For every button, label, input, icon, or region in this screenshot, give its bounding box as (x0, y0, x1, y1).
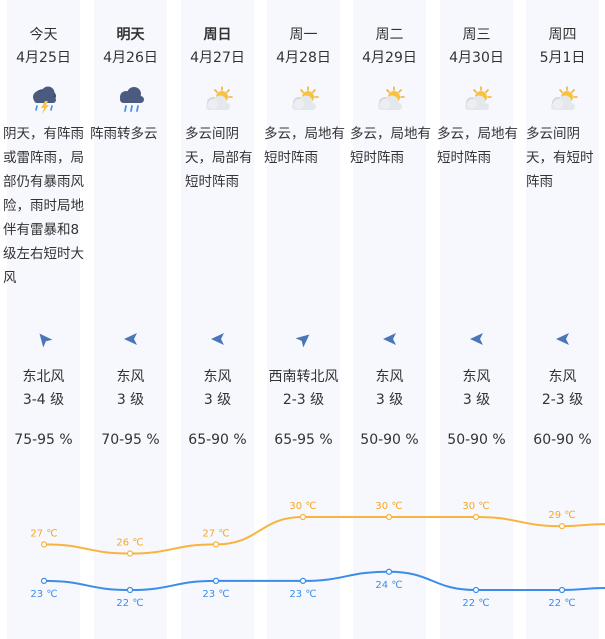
wind-direction: 东风 (203, 369, 232, 385)
low-temp-label: 22 ℃ (116, 598, 143, 609)
humidity: 60-90 % (533, 432, 592, 448)
day-label: 周三 (462, 27, 491, 43)
day-column: 周三 4月30日 多云，局地有短时阵雨 东风 3 级 50-90 % (437, 0, 518, 639)
low-temp-label: 23 ℃ (289, 589, 316, 600)
weather-description: 多云，局地有短时阵雨 (264, 126, 345, 166)
humidity: 65-90 % (188, 432, 247, 448)
high-temp-point (299, 513, 307, 521)
weather-description: 多云间阴天，有短时阵雨 (526, 126, 594, 190)
high-temp-line (43, 516, 605, 555)
low-temp-point (558, 586, 566, 594)
wind-level: 3 级 (116, 392, 145, 408)
partly-cloudy-icon (202, 84, 234, 116)
date-label: 4月28日 (276, 50, 331, 66)
day-label: 周四 (548, 27, 577, 43)
high-temp-point (212, 541, 220, 548)
high-temp-label: 27 ℃ (30, 528, 57, 539)
high-temp-label: 29 ℃ (548, 510, 575, 521)
high-temp-label: 30 ℃ (289, 501, 316, 512)
humidity: 65-95 % (274, 432, 333, 448)
date-label: 4月30日 (449, 50, 504, 66)
partly-cloudy-icon (288, 84, 320, 116)
day-label: 周一 (289, 27, 318, 43)
humidity: 50-90 % (447, 432, 506, 448)
wind-direction-arrow-icon (209, 330, 227, 348)
high-temp-label: 30 ℃ (375, 501, 402, 512)
date-label: 4月27日 (190, 50, 245, 66)
wind-level: 3 级 (203, 392, 232, 408)
low-temp-point (40, 577, 48, 584)
low-temp-line (43, 570, 605, 592)
weather-description: 阵雨转多云 (90, 126, 158, 142)
rain-cloud-icon (115, 84, 147, 116)
high-temp-label: 27 ℃ (202, 528, 229, 539)
humidity: 50-90 % (360, 432, 419, 448)
weather-description: 阴天，有阵雨或雷阵雨，局部仍有暴雨风险，雨时局地伴有雷暴和8级左右短时大风 (3, 126, 84, 286)
low-temp-point (212, 577, 220, 584)
wind-level: 3 级 (462, 392, 491, 408)
wind-level: 3 级 (375, 392, 404, 408)
low-temp-point (472, 586, 480, 594)
high-temp-point (40, 541, 48, 548)
wind-direction: 西南转北风 (268, 369, 339, 385)
day-column: 周一 4月28日 多云，局地有短时阵雨 西南转北风 2-3 级 65-95 % (264, 0, 345, 639)
day-label: 周日 (203, 27, 232, 43)
wind-direction: 东风 (548, 369, 577, 385)
humidity: 70-95 % (101, 432, 160, 448)
low-temp-label: 23 ℃ (202, 589, 229, 600)
wind-direction-arrow-icon (295, 330, 313, 348)
temperature-chart: 27 ℃ 26 ℃ 27 ℃ 30 ℃ 30 ℃ 30 ℃ 29 ℃ 23 ℃ 22 ℃ 23 ℃… (30, 501, 605, 609)
wind-direction-arrow-icon (554, 330, 572, 348)
weather-description: 多云，局地有短时阵雨 (350, 126, 431, 166)
day-column: 明天 4月26日 阵雨转多云 东风 3 级 70-95 % (90, 0, 167, 639)
wind-direction-arrow-icon (122, 330, 140, 348)
date-label: 4月25日 (16, 50, 71, 66)
day-column: 周二 4月29日 多云，局地有短时阵雨 东风 3 级 50-90 % (350, 0, 431, 639)
high-temp-point (385, 513, 393, 521)
day-column: 今天 4月25日 阴天，有阵雨或雷阵雨，局部仍有暴雨风险，雨时局地伴有雷暴和8级左… (3, 0, 84, 639)
thunderstorm-rain-icon (28, 84, 60, 116)
wind-direction-arrow-icon (468, 330, 486, 348)
weather-description: 多云间阴天，局部有短时阵雨 (185, 126, 253, 190)
date-label: 5月1日 (539, 50, 586, 66)
wind-level: 3-4 级 (22, 392, 65, 408)
day-column: 周日 4月27日 多云间阴天，局部有短时阵雨 东风 3 级 65-90 % (181, 0, 254, 639)
wind-direction-arrow-icon (381, 330, 399, 348)
day-label: 周二 (375, 27, 404, 43)
high-temp-point (126, 550, 134, 557)
day-label: 明天 (116, 27, 145, 43)
date-label: 4月26日 (103, 50, 158, 66)
wind-direction: 东风 (116, 369, 145, 385)
high-temp-label: 26 ℃ (116, 538, 143, 549)
high-temp-label: 30 ℃ (462, 501, 489, 512)
wind-level: 2-3 级 (282, 392, 325, 408)
low-temp-point (299, 577, 307, 584)
high-temp-point (558, 523, 566, 530)
wind-direction-arrow-icon (35, 330, 53, 348)
partly-cloudy-icon (547, 84, 579, 116)
low-temp-label: 23 ℃ (30, 589, 57, 600)
low-temp-label: 22 ℃ (462, 598, 489, 609)
humidity: 75-95 % (14, 432, 73, 448)
day-column: 周四 5月1日 多云间阴天，有短时阵雨 东风 2-3 级 60-90 % (526, 0, 599, 639)
partly-cloudy-icon (374, 84, 406, 116)
day-label: 今天 (29, 27, 58, 43)
low-temp-point (126, 586, 134, 594)
date-label: 4月29日 (362, 50, 417, 66)
weather-description: 多云，局地有短时阵雨 (437, 126, 518, 166)
low-temp-point (385, 568, 393, 575)
partly-cloudy-icon (461, 84, 493, 116)
wind-direction: 东风 (462, 369, 491, 385)
wind-direction: 东风 (375, 369, 404, 385)
wind-direction: 东北风 (22, 369, 65, 385)
low-temp-label: 22 ℃ (548, 598, 575, 609)
wind-level: 2-3 级 (541, 392, 584, 408)
low-temp-label: 24 ℃ (375, 580, 402, 591)
high-temp-point (472, 513, 480, 521)
